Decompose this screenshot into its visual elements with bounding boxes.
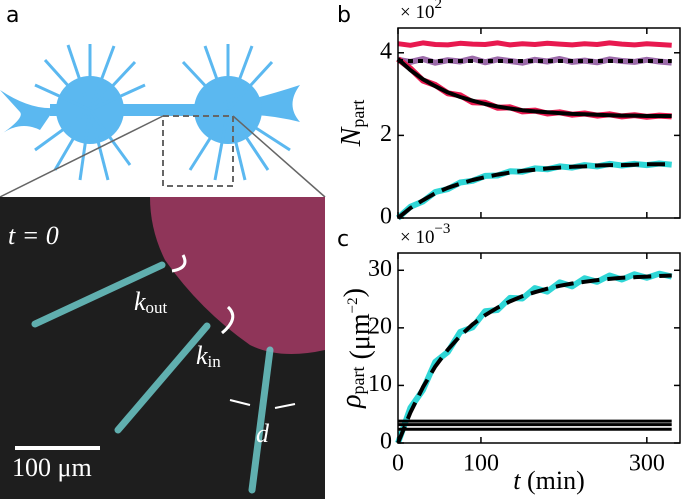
- y-tick-label: 4: [380, 38, 392, 64]
- x-tick-label: 100: [463, 451, 499, 477]
- label-part: −3: [434, 221, 450, 237]
- label-part: ): [339, 288, 370, 297]
- series-line: [397, 40, 672, 48]
- label-part: N: [336, 126, 367, 147]
- x-tick-label: 300: [629, 451, 665, 477]
- label-part: 2: [434, 0, 442, 12]
- zoom-box: [162, 115, 234, 187]
- label-part: (μm: [345, 313, 376, 366]
- zoom-line: [232, 115, 326, 198]
- label-part: (min): [520, 466, 584, 495]
- label-part: t: [513, 466, 521, 495]
- k-in-label: kin: [196, 341, 221, 371]
- label-part: −2: [345, 297, 361, 313]
- y-tick-label: 0: [380, 429, 392, 455]
- scale-bar-label: 100 μm: [12, 453, 92, 482]
- sub: in: [208, 352, 222, 371]
- series-line: [396, 57, 672, 118]
- panel-label: b: [337, 3, 351, 28]
- plot-frame: [397, 252, 681, 444]
- axis-label: t (min): [513, 466, 585, 495]
- series-line: [395, 270, 673, 444]
- neuron-diagram: [0, 44, 300, 181]
- x-tick-label: 0: [392, 451, 404, 477]
- axis-label: Npart: [336, 100, 368, 148]
- k: k: [196, 341, 208, 370]
- zoom-line: [0, 115, 164, 198]
- panel-label: a: [6, 3, 19, 28]
- micrograph: [0, 197, 325, 499]
- axis-label: ρpart (μm−2): [336, 288, 376, 409]
- y-tick-label: 10: [368, 371, 392, 397]
- label-part: part: [348, 100, 368, 128]
- width-label: d: [256, 419, 270, 448]
- sub: out: [146, 298, 168, 317]
- axis-label: × 102: [400, 0, 442, 23]
- k-out-label: kout: [134, 287, 168, 317]
- y-tick-label: 30: [368, 256, 392, 282]
- series-line: [397, 55, 672, 66]
- label-part: × 10: [400, 2, 434, 23]
- label-part: ρ: [336, 394, 367, 408]
- y-tick-label: 20: [368, 313, 392, 339]
- k: k: [134, 287, 146, 316]
- y-tick-label: 0: [380, 204, 392, 230]
- axis-label: × 10−3: [400, 221, 450, 248]
- label-part: × 10: [400, 227, 434, 248]
- time-label: t = 0: [8, 221, 59, 250]
- panel-label: c: [337, 227, 349, 252]
- series-line: [396, 273, 672, 444]
- series-line: [396, 162, 672, 220]
- y-tick-label: 2: [380, 121, 392, 147]
- label-part: part: [348, 366, 368, 394]
- plot-frame: [397, 27, 681, 219]
